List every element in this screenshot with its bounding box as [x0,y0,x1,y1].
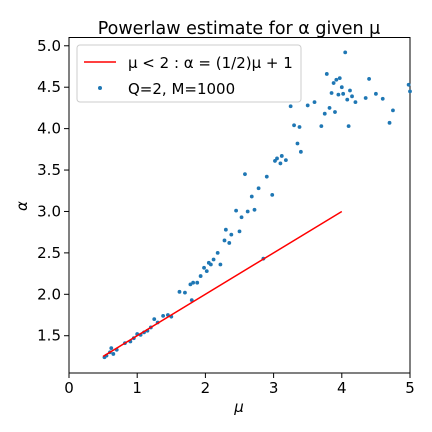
x-tick-label: 5 [405,379,415,397]
data-point [337,76,342,80]
data-point [305,103,310,108]
data-point [222,238,227,243]
x-axis: 0 1 2 3 4 5 [64,373,415,397]
y-axis: 1.5 2.0 2.5 3.0 3.5 4.0 4.5 5.0 [37,37,69,345]
data-point [350,94,354,99]
data-point [374,91,378,96]
data-point [229,232,234,237]
data-point [208,262,213,267]
y-tick-label: 4.0 [37,120,61,138]
y-tick-label: 2.5 [37,244,61,262]
y-tick-label: 5.0 [37,37,61,55]
data-point [341,91,346,96]
data-point [249,194,254,199]
data-point [198,274,203,278]
data-point [329,91,334,95]
x-tick-label: 0 [64,379,74,397]
y-tick-label: 2.0 [37,285,61,303]
data-point [177,289,182,294]
data-point [297,125,302,129]
data-point [283,158,288,163]
data-point [239,215,244,220]
data-point [339,85,344,90]
data-point [322,111,327,116]
x-axis-label: μ [233,398,244,416]
data-point [334,77,339,82]
y-axis-label: α [13,201,31,211]
legend-swatch-scatter [98,86,102,90]
data-point [243,172,247,177]
y-tick-label: 1.5 [37,327,61,345]
x-tick-label: 2 [201,379,211,397]
x-tick-label: 3 [269,379,279,397]
data-point [324,72,329,76]
data-point [406,82,411,87]
data-point [327,106,332,110]
data-point [211,257,216,262]
data-point [237,229,242,234]
x-tick-label: 1 [132,379,142,397]
data-point [191,280,196,285]
data-point [288,104,293,109]
data-point [367,77,371,81]
data-point [195,280,200,285]
data-point [152,317,157,322]
data-point [363,96,368,100]
data-point [109,346,114,351]
data-point [333,110,337,114]
y-tick-label: 3.0 [37,202,61,220]
data-point [295,141,300,146]
data-point [408,89,412,94]
data-point [204,269,209,274]
data-point [298,149,303,154]
data-point [278,161,283,166]
data-point [223,227,228,232]
data-point [391,108,395,113]
data-point [275,156,279,161]
data-point [343,50,348,55]
plot-area [102,50,412,360]
data-point [252,207,257,212]
data-point [264,174,269,179]
data-point [387,120,392,125]
legend-box [76,44,302,103]
legend: μ < 2 : α = (1/2)μ + 1 Q=2, M=1000 [76,44,302,103]
data-point [348,88,352,93]
data-point [188,282,193,287]
data-point [234,208,238,213]
data-point [245,209,250,214]
data-point [202,265,206,270]
data-point [183,290,187,295]
data-point [312,100,317,105]
legend-label-scatter: Q=2, M=1000 [128,80,235,98]
data-point [331,81,336,85]
data-point [227,241,232,245]
data-point [189,298,194,303]
y-tick-label: 4.5 [37,78,61,96]
data-point [292,123,296,128]
y-tick-label: 3.5 [37,161,61,179]
plot-frame [68,37,411,374]
data-point [353,100,358,105]
data-point [111,352,116,356]
legend-label-line: μ < 2 : α = (1/2)μ + 1 [128,54,293,72]
fit-line [102,210,343,358]
data-point [346,124,351,129]
data-point [345,97,350,102]
chart-title: Powerlaw estimate for α given μ [98,19,381,39]
data-point [319,124,324,129]
data-point [161,313,166,318]
x-tick-label: 4 [337,379,347,397]
data-point [336,92,341,97]
data-point [279,154,284,158]
data-point [270,192,275,197]
data-point [218,262,223,267]
data-point [256,186,261,191]
data-point [215,250,220,255]
data-point [380,96,385,101]
